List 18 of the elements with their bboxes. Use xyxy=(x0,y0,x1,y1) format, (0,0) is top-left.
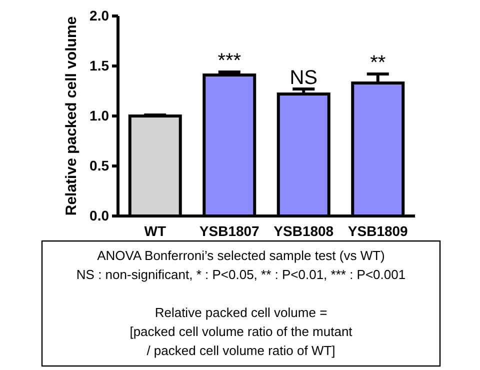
text: ANOVA Bonferroni’s selected sample test (vs WT) xyxy=(97,248,385,263)
text: / packed cell volume ratio of WT] xyxy=(146,343,336,358)
y-tick-label: 1.5 xyxy=(90,57,110,74)
y-tick-label: 0.0 xyxy=(90,207,110,224)
annotation: NS xyxy=(290,67,318,89)
annotation: *** xyxy=(218,50,242,72)
x-tick-label: YSB1809 xyxy=(348,222,408,239)
x-tick-label: YSB1807 xyxy=(199,222,260,239)
y-tick-label: 2.0 xyxy=(90,7,110,24)
annotation: ** xyxy=(370,52,386,74)
x-tick-label: YSB1808 xyxy=(274,222,334,239)
text: NS : non-significant, * : P<0.05, ** : P<0.01, *** : P<0.001 xyxy=(76,267,406,282)
y-axis-title: Relative packed cell volume xyxy=(63,16,80,216)
y-tick-label: 0.5 xyxy=(90,157,110,174)
x-tick-label: WT xyxy=(144,222,166,239)
text: Relative packed cell volume = xyxy=(154,305,328,320)
text: [packed cell volume ratio of the mutant xyxy=(130,324,353,339)
y-tick-label: 1.0 xyxy=(90,107,110,124)
